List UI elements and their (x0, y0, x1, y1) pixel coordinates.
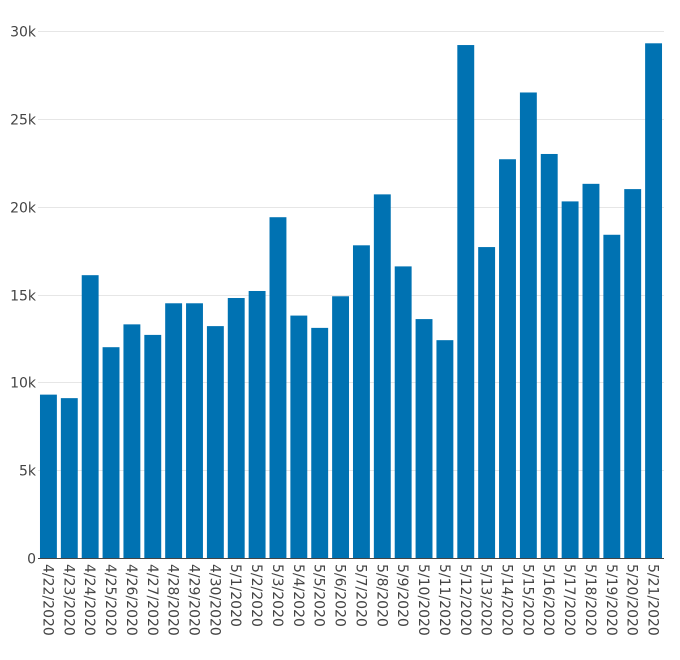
y-tick-label: 30k (10, 25, 37, 41)
bar (540, 153, 558, 558)
bar (81, 275, 99, 558)
x-tick-label: 5/3/2020 (269, 564, 285, 627)
bar (582, 183, 600, 558)
bar (624, 189, 642, 558)
x-tick-label: 5/5/2020 (311, 564, 327, 627)
bar (144, 334, 162, 558)
gridlines (38, 31, 664, 559)
y-tick-label: 15k (10, 289, 37, 305)
bar (39, 394, 57, 558)
x-tick-label: 5/1/2020 (227, 564, 243, 627)
x-tick-label: 5/12/2020 (457, 564, 473, 636)
x-tick-label: 5/4/2020 (290, 564, 306, 627)
x-tick-label: 4/23/2020 (60, 564, 76, 636)
bar (352, 245, 370, 558)
x-tick-label: 5/20/2020 (624, 564, 640, 636)
bar (248, 290, 266, 558)
bar (519, 92, 537, 558)
bar (394, 266, 412, 558)
bar (332, 296, 350, 558)
bar (603, 234, 621, 558)
bar (457, 45, 475, 559)
x-tick-label: 5/15/2020 (519, 564, 535, 636)
bar (478, 247, 496, 558)
x-tick-label: 5/13/2020 (478, 564, 494, 636)
bar (290, 315, 308, 558)
x-tick-label: 5/7/2020 (352, 564, 368, 627)
x-tick-label: 5/8/2020 (373, 564, 389, 627)
x-tick-label: 4/22/2020 (39, 564, 55, 636)
bar (373, 194, 391, 558)
x-tick-label: 4/25/2020 (102, 564, 118, 636)
bar (165, 303, 183, 558)
bar (206, 326, 224, 558)
bar (561, 201, 579, 558)
x-tick-label: 5/6/2020 (332, 564, 348, 627)
x-tick-label: 4/26/2020 (123, 564, 139, 636)
x-tick-label: 5/9/2020 (394, 564, 410, 627)
x-tick-label: 4/29/2020 (186, 564, 202, 636)
bar (102, 347, 120, 558)
bar (123, 324, 141, 558)
bar (311, 327, 329, 558)
x-tick-label: 5/19/2020 (603, 564, 619, 636)
y-tick-label: 20k (10, 201, 37, 217)
y-tick-label: 0 (27, 552, 36, 568)
y-tick-label: 25k (10, 113, 37, 129)
y-tick-label: 5k (19, 464, 37, 480)
x-tick-label: 4/28/2020 (165, 564, 181, 636)
bar (415, 319, 433, 558)
bar (186, 303, 203, 558)
x-tick-label: 4/30/2020 (206, 564, 222, 636)
bar (60, 398, 78, 558)
bar (436, 340, 454, 558)
x-tick-label: 5/16/2020 (540, 564, 556, 636)
x-axis-ticks: 4/22/2020 4/23/2020 4/24/2020 4/25/2020 4/26… (39, 564, 660, 636)
x-tick-label: 5/18/2020 (582, 564, 598, 636)
x-tick-label: 5/21/2020 (645, 564, 661, 636)
x-tick-label: 4/27/2020 (144, 564, 160, 636)
x-tick-label: 5/10/2020 (415, 564, 431, 636)
bar (269, 217, 287, 558)
x-tick-label: 5/2/2020 (248, 564, 264, 627)
bar (645, 43, 663, 559)
x-tick-label: 5/17/2020 (561, 564, 577, 636)
x-tick-label: 5/14/2020 (499, 564, 515, 636)
bar (227, 298, 245, 558)
bar (499, 159, 516, 559)
y-tick-label: 10k (10, 376, 37, 392)
bars (39, 43, 663, 559)
x-tick-label: 5/11/2020 (436, 564, 452, 636)
x-tick-label: 4/24/2020 (81, 564, 97, 636)
y-axis-ticks: 0 5k 10k 15k 20k 25k 30k (10, 25, 37, 568)
